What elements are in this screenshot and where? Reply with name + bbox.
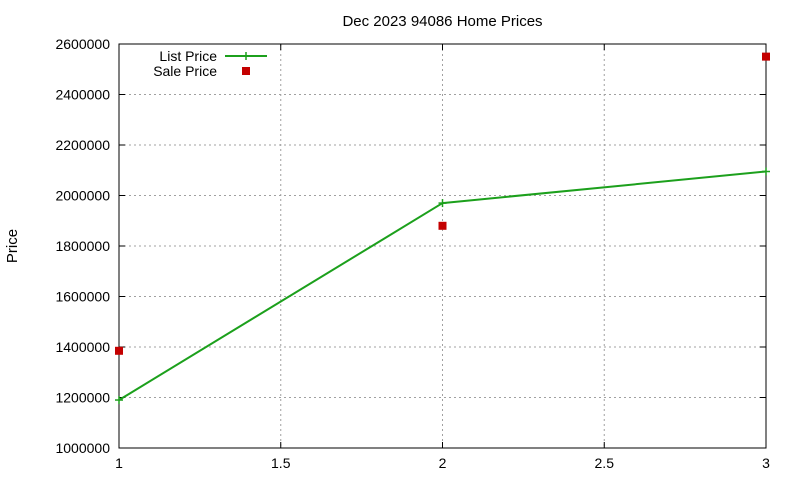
y-tick-label: 2000000 — [55, 188, 110, 204]
legend-label-list-price: List Price — [159, 48, 217, 64]
y-tick-label: 1000000 — [55, 440, 110, 456]
y-tick-label: 1400000 — [55, 339, 110, 355]
y-axis-label: Price — [4, 229, 21, 263]
x-tick-label: 1 — [115, 455, 123, 471]
sale-price-point — [115, 346, 123, 355]
ticks-layer: 1000000 1200000 1400000 1600000 1800000 20000… — [55, 36, 770, 471]
x-tick-label: 2.5 — [595, 455, 615, 471]
y-tick-label: 1200000 — [55, 390, 110, 406]
y-tick-label: 2400000 — [55, 87, 110, 103]
y-tick-label: 1800000 — [55, 238, 110, 254]
sale-price-point — [762, 52, 770, 61]
x-tick-label: 3 — [762, 455, 770, 471]
y-tick-label: 2600000 — [55, 36, 110, 52]
list-price-point — [762, 167, 770, 176]
list-price-point — [438, 199, 447, 208]
list-price-point — [115, 396, 123, 405]
legend-label-sale-price: Sale Price — [153, 63, 217, 79]
legend-marker-list-price — [242, 52, 250, 60]
sale-price-point — [438, 221, 447, 230]
y-tick-label: 1600000 — [55, 289, 110, 305]
x-tick-label: 2 — [439, 455, 447, 471]
series-list-price — [115, 167, 770, 405]
x-tick-label: 1.5 — [271, 455, 291, 471]
y-tick-label: 2200000 — [55, 137, 110, 153]
series-sale-price — [115, 52, 770, 355]
series-layer — [115, 52, 770, 405]
grid-layer — [119, 44, 766, 448]
chart-title: Dec 2023 94086 Home Prices — [342, 13, 542, 30]
legend-swatch-sale-price — [242, 67, 250, 75]
